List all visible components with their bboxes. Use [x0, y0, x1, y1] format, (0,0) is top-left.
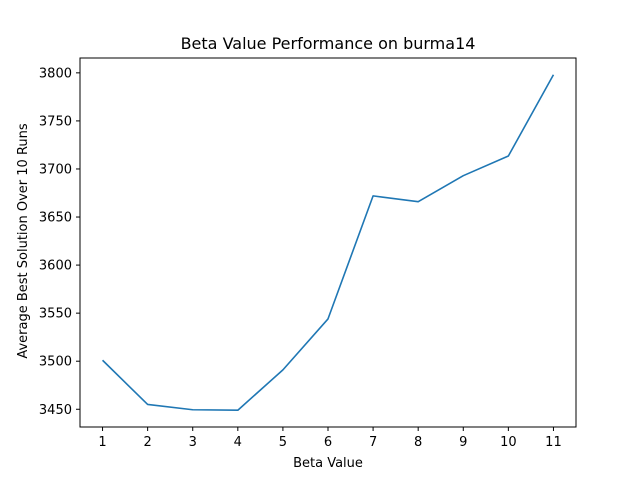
x-tick-label: 2 [143, 435, 151, 450]
y-tick-label: 3800 [39, 66, 72, 81]
series-line [101, 74, 555, 412]
series-layer [101, 74, 555, 412]
ticks-layer: 1 2 3 4 5 6 7 8 9 10 11 3450 3500 3550 3600 3650 3700 375… [39, 66, 562, 450]
y-tick-label: 3600 [39, 259, 72, 274]
x-tick-label: 1 [98, 435, 106, 450]
x-tick-label: 6 [324, 435, 332, 450]
x-tick-label: 9 [459, 435, 467, 450]
x-tick-label: 7 [369, 435, 377, 450]
x-axis-label: Beta Value [293, 456, 363, 471]
y-tick-label: 3500 [39, 355, 72, 370]
plot-frame [79, 57, 577, 428]
y-tick-label: 3550 [39, 307, 72, 322]
x-tick-label: 11 [545, 435, 562, 450]
y-tick-label: 3450 [39, 403, 72, 418]
x-tick-label: 10 [500, 435, 517, 450]
x-tick-label: 4 [234, 435, 242, 450]
y-axis-label: Average Best Solution Over 10 Runs [16, 123, 31, 359]
y-tick-label: 3750 [39, 114, 72, 129]
x-tick-label: 3 [189, 435, 197, 450]
y-tick-label: 3700 [39, 162, 72, 177]
chart-title: Beta Value Performance on burma14 [181, 34, 476, 53]
y-tick-label: 3650 [39, 211, 72, 226]
x-tick-label: 8 [414, 435, 422, 450]
x-tick-label: 5 [279, 435, 287, 450]
